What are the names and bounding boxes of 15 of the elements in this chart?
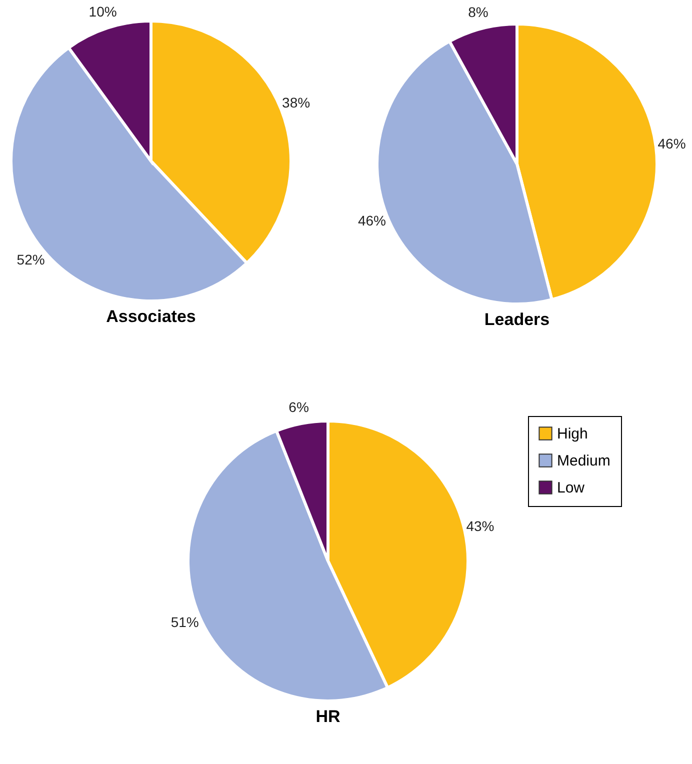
data-label: 6%: [288, 398, 309, 415]
data-label: 38%: [282, 94, 310, 111]
legend-label: Low: [557, 480, 585, 496]
text: Associates: [106, 307, 196, 326]
data-label: 43%: [466, 518, 494, 534]
text: Leaders: [484, 310, 550, 329]
legend-label: Medium: [557, 452, 610, 470]
data-label: 46%: [358, 212, 386, 228]
data-label: 51%: [170, 614, 199, 630]
legend-label: High: [557, 426, 588, 442]
text: HR: [316, 707, 340, 726]
data-label: 46%: [658, 135, 686, 152]
data-label: 52%: [16, 251, 45, 268]
data-label: 8%: [468, 4, 488, 20]
data-label: 10%: [88, 4, 117, 20]
